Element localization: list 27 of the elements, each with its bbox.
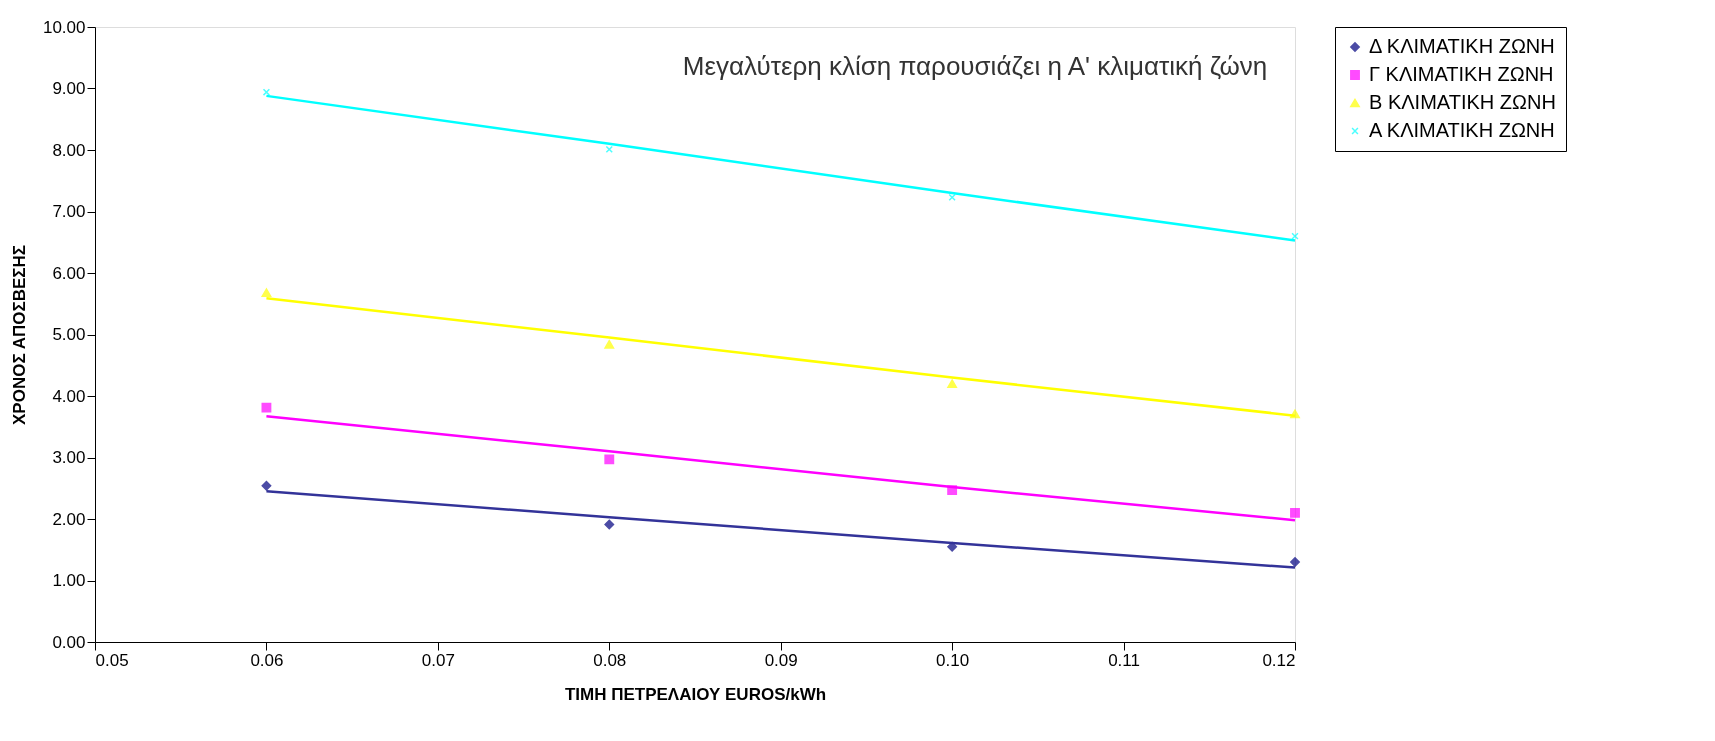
- y-tick-label: 4.00: [52, 386, 86, 406]
- y-tick-label: 3.00: [52, 448, 86, 467]
- x-tick-label: 0.12: [1262, 650, 1296, 670]
- x-tick-label: 0.09: [764, 650, 798, 670]
- y-tick-label: 7.00: [52, 202, 86, 221]
- legend-label: Γ ΚΛΙΜΑΤΙΚΗ ΖΩΝΗ: [1369, 63, 1554, 85]
- y-tick-label: 9.00: [52, 79, 86, 98]
- legend-label: Β ΚΛΙΜΑΤΙΚΗ ΖΩΝΗ: [1369, 91, 1556, 113]
- x-axis-title: ΤΙΜΗ ΠΕΤΡΕΛΑΙΟΥ EUROS/kWh: [564, 684, 827, 704]
- y-tick-label: 6.00: [52, 263, 86, 283]
- x-tick-label: 0.11: [1108, 650, 1140, 670]
- y-axis-title: ΧΡΟΝΟΣ ΑΠΟΣΒΕΣΗΣ: [9, 245, 29, 425]
- y-tick-label: 8.00: [52, 140, 86, 160]
- y-tick-label: 0.00: [52, 632, 86, 652]
- y-tick-label: 2.00: [52, 509, 86, 529]
- line-series: [265, 415, 1297, 522]
- x-tick-label: 0.07: [421, 650, 455, 670]
- y-tick-label: 10.00: [42, 17, 86, 37]
- x-tick-label: 0.05: [95, 650, 129, 670]
- annotation: Μεγαλύτερη κλίση παρουσιάζει η Α' κλιματική ζώνη: [682, 51, 1268, 81]
- x-tick-label: 0.08: [593, 650, 627, 670]
- legend-label: Α ΚΛΙΜΑΤΙΚΗ ΖΩΝΗ: [1369, 119, 1555, 141]
- legend-label: Δ ΚΛΙΜΑΤΙΚΗ ΖΩΝΗ: [1369, 35, 1555, 57]
- x-tick-label: 0.10: [936, 650, 970, 670]
- y-tick-label: 5.00: [52, 325, 86, 344]
- y-tick-label: 1.00: [52, 571, 86, 590]
- x-tick-label: 0.06: [250, 650, 284, 670]
